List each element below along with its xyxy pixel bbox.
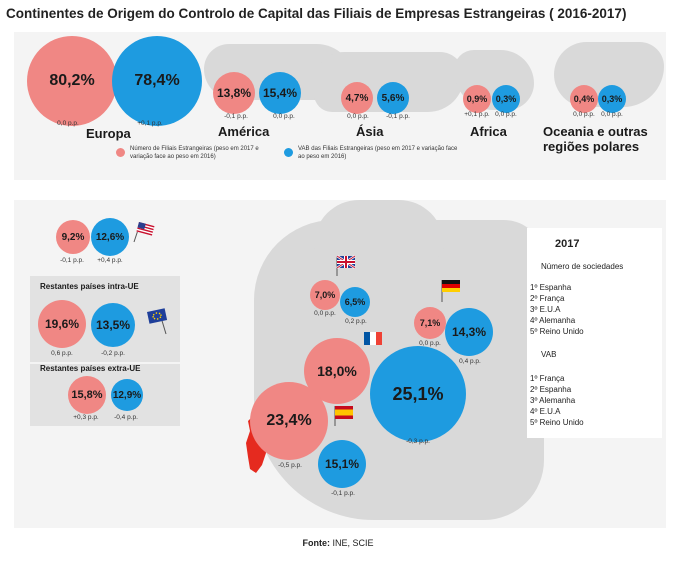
africa-pink-change: +0,1 p.p. — [464, 111, 490, 118]
spain-blue-change: -0,1 p.p. — [331, 490, 355, 497]
america-name: América — [218, 124, 270, 139]
source-value: INE, SCIE — [332, 538, 374, 548]
uk-blue-change: 0,2 p.p. — [345, 318, 367, 325]
source-note: Fonte: INE, SCIE — [0, 538, 676, 548]
france-blue-bubble: 25,1% — [370, 346, 466, 442]
america-pink-bubble: 13,8% — [213, 72, 255, 114]
oceania-blue-change: 0,0 p.p. — [601, 111, 623, 118]
ranking-item: 2º França — [530, 294, 565, 303]
asia-pink-change: 0,0 p.p. — [347, 113, 369, 120]
ranking-heading-sociedades: Número de sociedades — [541, 262, 624, 271]
america-blue-bubble: 15,4% — [259, 72, 301, 114]
oceania-blue-bubble: 0,3% — [598, 85, 626, 113]
asia-blue-change: -0,1 p.p. — [386, 113, 410, 120]
ranking-item: 4º E.U.A — [530, 407, 561, 416]
extra-ue-title: Restantes países extra-UE — [40, 364, 141, 373]
legend-pink-text: Número de Filiais Estrangeiras (peso em … — [130, 146, 259, 160]
intra-ue-title: Restantes países intra-UE — [40, 282, 139, 291]
germany-flag-icon — [441, 280, 460, 302]
legend-pink-dot — [116, 148, 125, 157]
spain-pink-change: -0,5 p.p. — [278, 462, 302, 469]
ranking-heading-vab: VAB — [541, 350, 557, 359]
scandinavia-landmass — [314, 200, 444, 260]
ranking-item: 5º Reino Unido — [530, 418, 584, 427]
ranking-year: 2017 — [555, 238, 580, 250]
spain-blue-bubble: 15,1% — [318, 440, 366, 488]
extra-ue-pink-change: +0,3 p.p. — [73, 414, 99, 421]
uk-pink-change: 0,0 p.p. — [314, 310, 336, 317]
ranking-item: 4º Alemanha — [530, 316, 576, 325]
chart-title: Continentes de Origem do Controlo de Cap… — [6, 6, 627, 21]
germany-blue-bubble: 14,3% — [445, 308, 493, 356]
ranking-item: 5º Reino Unido — [530, 327, 584, 336]
asia-blue-bubble: 5,6% — [377, 82, 409, 114]
europa-pink-bubble: 80,2% — [27, 36, 117, 126]
oceania-pink-bubble: 0,4% — [570, 85, 598, 113]
usa-pink-bubble: 9,2% — [56, 220, 90, 254]
ranking-item: 1º Espanha — [530, 283, 572, 292]
uk-blue-bubble: 6,5% — [340, 287, 370, 317]
spain-flag-icon — [334, 406, 353, 426]
extra-ue-blue-change: -0,4 p.p. — [114, 414, 138, 421]
asia-name: Ásia — [356, 124, 384, 139]
legend-blue-text: VAB das Filiais Estrangeiras (peso em 20… — [298, 146, 458, 160]
europa-pink-change: 0,0 p.p. — [57, 120, 79, 127]
intra-ue-pink-change: 0,6 p.p. — [51, 350, 73, 357]
usa-blue-change: +0,4 p.p. — [97, 257, 123, 264]
europa-name: Europa — [86, 126, 131, 141]
africa-name: Africa — [470, 124, 507, 139]
extra-ue-blue-bubble: 12,9% — [111, 379, 143, 411]
usa-blue-bubble: 12,6% — [91, 218, 129, 256]
uk-flag-icon — [336, 255, 356, 276]
intra-ue-blue-change: -0,2 p.p. — [101, 350, 125, 357]
france-flag-icon — [364, 332, 382, 345]
oceania-pink-change: 0,0 p.p. — [573, 111, 595, 118]
ranking-item: 3º E.U.A — [530, 305, 561, 314]
source-label: Fonte: — [302, 538, 330, 548]
france-blue-change: -0,3 p.p. — [406, 438, 430, 445]
germany-blue-change: 0,4 p.p. — [459, 358, 481, 365]
ranking-item: 3º Alemanha — [530, 396, 576, 405]
america-pink-change: -0,1 p.p. — [224, 113, 248, 120]
africa-blue-bubble: 0,3% — [492, 85, 520, 113]
intra-ue-blue-bubble: 13,5% — [91, 303, 135, 347]
spain-pink-bubble: 23,4% — [250, 382, 328, 460]
france-pink-bubble: 18,0% — [304, 338, 370, 404]
extra-ue-pink-bubble: 15,8% — [68, 376, 106, 414]
africa-blue-change: 0,0 p.p. — [495, 111, 517, 118]
usa-flag-icon — [133, 222, 155, 243]
africa-pink-bubble: 0,9% — [463, 85, 491, 113]
ranking-item: 1º França — [530, 374, 565, 383]
europa-blue-change: +0,1 p.p. — [137, 120, 163, 127]
uk-pink-bubble: 7,0% — [310, 280, 340, 310]
oceania-name: Oceania e outras regiões polares — [543, 124, 648, 154]
legend-blue-dot — [284, 148, 293, 157]
germany-pink-change: 0,0 p.p. — [419, 340, 441, 347]
germany-pink-bubble: 7,1% — [414, 307, 446, 339]
america-blue-change: 0,0 p.p. — [273, 113, 295, 120]
usa-pink-change: -0,1 p.p. — [60, 257, 84, 264]
ranking-item: 2º Espanha — [530, 385, 572, 394]
eu-flag-icon — [147, 308, 168, 335]
intra-ue-pink-bubble: 19,6% — [38, 300, 86, 348]
ranking-box — [527, 228, 662, 438]
asia-pink-bubble: 4,7% — [341, 82, 373, 114]
europa-blue-bubble: 78,4% — [112, 36, 202, 126]
